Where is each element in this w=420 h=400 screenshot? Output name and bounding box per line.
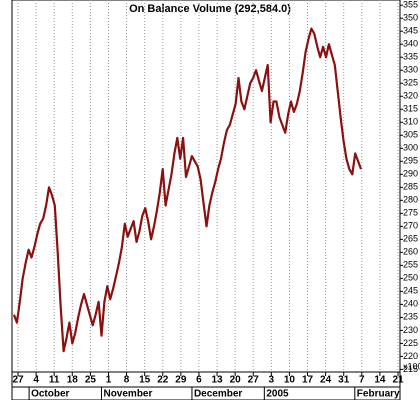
x-tick-label: 6 [196, 375, 202, 386]
y-tick-label: 315 [403, 104, 418, 114]
x-axis-frame [11, 371, 401, 400]
y-tick-label: 320 [403, 91, 418, 101]
y-tick-label: 305 [403, 130, 418, 140]
y-tick-label: 345 [403, 26, 418, 36]
y-tick-label: 235 [403, 312, 418, 322]
month-label: October [31, 389, 69, 400]
x-tick-label: 21 [392, 375, 404, 386]
x-tick-label: 14 [374, 375, 386, 386]
month-label: November [103, 389, 152, 400]
x-tick-label: 24 [320, 375, 332, 386]
chart-title: On Balance Volume (292,584.0) [129, 3, 291, 15]
y-tick-label: 250 [403, 273, 418, 283]
x-tick-label: 8 [124, 375, 130, 386]
plot-frame [11, 0, 401, 373]
x-tick-label: 25 [85, 375, 97, 386]
y-tick-label: 260 [403, 247, 418, 257]
y-tick-label: 275 [403, 208, 418, 218]
y-tick-label: 230 [403, 325, 418, 335]
y-tick-label: 270 [403, 221, 418, 231]
y-tick-label: 220 [403, 351, 418, 361]
x-tick-label: 29 [175, 375, 187, 386]
x-tick-label: 18 [67, 375, 79, 386]
y-tick-label: 295 [403, 156, 418, 166]
y-tick-label: 240 [403, 299, 418, 309]
month-label: February [357, 389, 400, 400]
y-tick-label: 245 [403, 286, 418, 296]
y-tick-label: 255 [403, 260, 418, 270]
x-tick-label: 7 [359, 375, 365, 386]
x-tick-label: 27 [12, 375, 24, 386]
y-tick-label: 265 [403, 234, 418, 244]
y-tick-label: 300 [403, 143, 418, 153]
x-tick-label: 11 [49, 375, 60, 386]
y-tick-label: 350 [403, 13, 418, 23]
x-tick-label: 1 [106, 375, 112, 386]
y-tick-label: 290 [403, 169, 418, 179]
x-tick-label: 3 [269, 375, 275, 386]
month-label: 2005 [266, 389, 289, 400]
x-tick-label: 22 [157, 375, 169, 386]
y-tick-label: 325 [403, 78, 418, 88]
y-tick-label: 340 [403, 39, 418, 49]
y-unit-label: x100 [403, 361, 420, 371]
x-tick-label: 4 [33, 375, 39, 386]
y-tick-label: 285 [403, 182, 418, 192]
y-tick-label: 330 [403, 65, 418, 75]
y-tick-label: 280 [403, 195, 418, 205]
x-tick-label: 20 [230, 375, 242, 386]
x-tick-label: 17 [302, 375, 314, 386]
x-tick-label: 10 [284, 375, 296, 386]
data-line [12, 27, 363, 353]
x-tick-label: 15 [139, 375, 151, 386]
y-tick-label: 310 [403, 117, 418, 127]
x-tick-label: 13 [211, 375, 223, 386]
month-label: December [194, 389, 242, 400]
y-tick-label: 215 [403, 364, 418, 374]
x-tick-label: 31 [338, 375, 350, 386]
y-tick-label: 355 [403, 0, 418, 10]
y-tick-label: 225 [403, 338, 418, 348]
x-tick-label: 27 [248, 375, 260, 386]
y-tick-label: 335 [403, 52, 418, 62]
